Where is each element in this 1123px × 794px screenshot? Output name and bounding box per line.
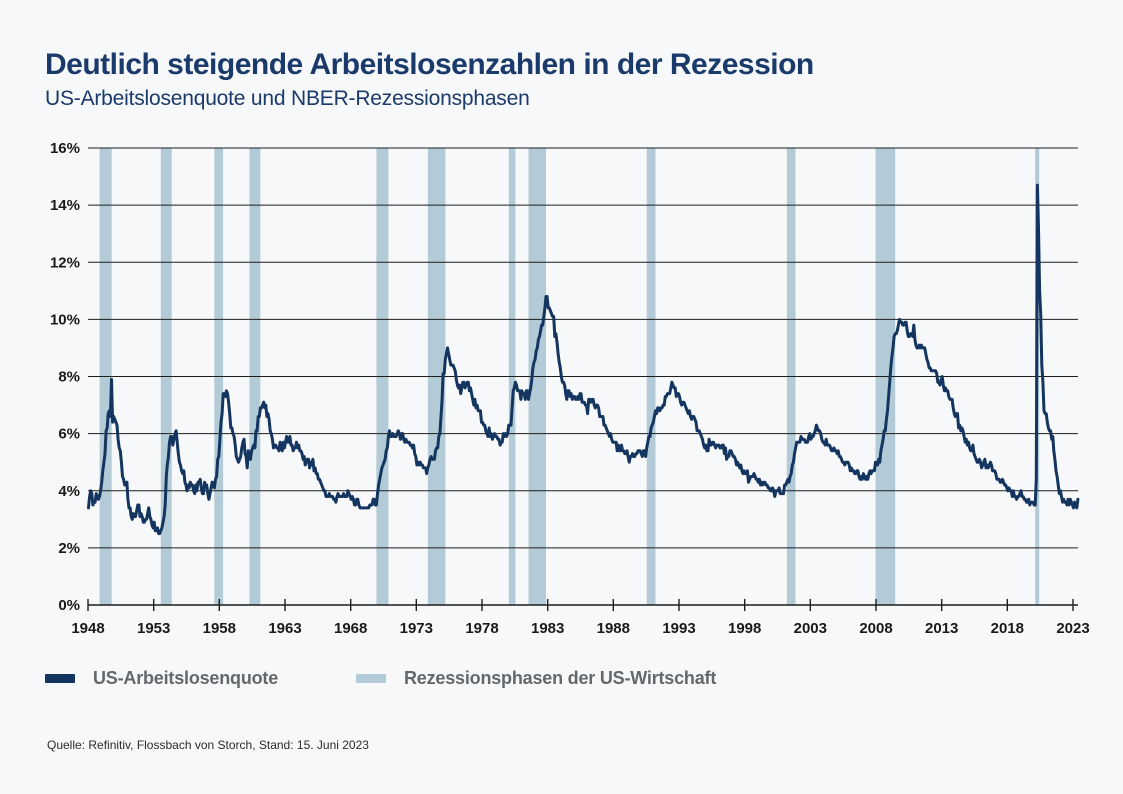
plot-area: 1948 1953 1958 1963 1968 1973 1978 1983 1988 1993… (0, 130, 1123, 650)
x-axis-label: 2003 (794, 620, 827, 637)
x-axis-label: 1948 (71, 620, 104, 637)
recession-band-swatch-icon (356, 673, 386, 683)
y-axis-label: 0% (58, 597, 80, 614)
chart-canvas: 1948 1953 1958 1963 1968 1973 1978 1983 1988 1993… (50, 140, 1090, 637)
x-axis-label: 2013 (925, 620, 958, 637)
y-axis-label: 14% (50, 197, 80, 214)
legend-item-recession: Rezessionsphasen der US-Wirtschaft (356, 664, 716, 692)
x-axis-label: 1993 (662, 620, 695, 637)
y-axis-label: 8% (58, 369, 80, 386)
x-axis-label: 2018 (991, 620, 1024, 637)
x-axis-label: 2008 (859, 620, 892, 637)
x-axis-label: 1978 (465, 620, 498, 637)
y-axis-label: 10% (50, 311, 80, 328)
x-axis-label: 1983 (531, 620, 564, 637)
x-axis-label: 2023 (1056, 620, 1089, 637)
legend-label-unemployment: US-Arbeitslosenquote (93, 667, 279, 688)
y-axis-label: 16% (50, 140, 80, 157)
x-axis-label: 1963 (268, 620, 301, 637)
chart-subtitle: US-Arbeitslosenquote und NBER-Rezessions… (45, 87, 530, 110)
chart-title: Deutlich steigende Arbeitslosenzahlen in… (45, 48, 814, 81)
legend: US-Arbeitslosenquote Rezessionsphasen de… (0, 664, 1123, 692)
x-axis-label: 1973 (400, 620, 433, 637)
y-axis-label: 6% (58, 426, 80, 443)
x-axis-label: 1958 (203, 620, 236, 637)
x-axis-label: 1968 (334, 620, 367, 637)
unemployment-line (87, 183, 1080, 536)
x-axis-label: 1953 (137, 620, 170, 637)
unemployment-line-swatch-icon (45, 673, 75, 683)
legend-item-unemployment: US-Arbeitslosenquote (45, 664, 278, 692)
y-axis-label: 12% (50, 254, 80, 271)
legend-label-recession: Rezessionsphasen der US-Wirtschaft (404, 667, 717, 688)
source-note: Quelle: Refinitiv, Flossbach von Storch,… (47, 738, 369, 752)
x-axis-label: 1988 (597, 620, 630, 637)
y-axis-label: 4% (58, 483, 80, 500)
x-axis-label: 1998 (728, 620, 761, 637)
y-axis-label: 2% (58, 540, 80, 557)
